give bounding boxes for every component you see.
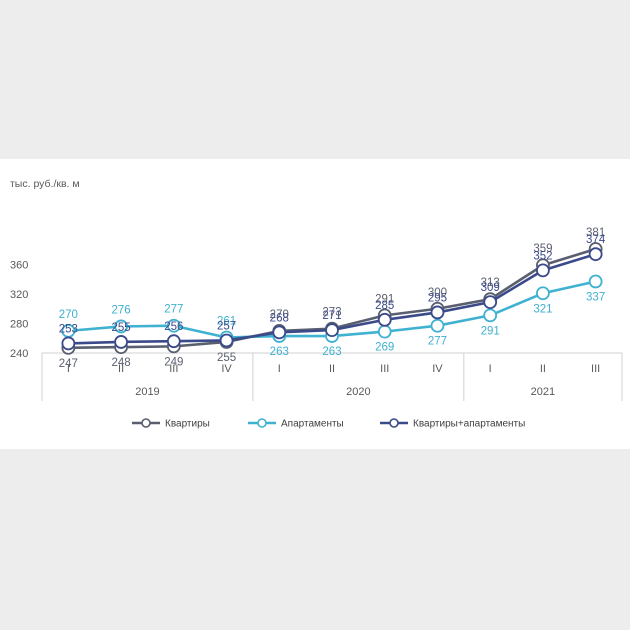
x-tick-label: IV	[221, 363, 232, 375]
data-label: 337	[586, 291, 605, 303]
data-point	[219, 333, 234, 348]
data-point	[536, 286, 550, 301]
data-label: 352	[533, 250, 552, 262]
legend-label: Апартаменты	[281, 419, 344, 430]
y-axis-label: тыс. руб./кв. м	[10, 178, 80, 190]
x-group-label: 2020	[346, 386, 370, 398]
data-label: 291	[481, 325, 500, 337]
data-label: 270	[59, 309, 78, 321]
data-label: 247	[59, 358, 78, 370]
data-label: 359	[533, 243, 552, 255]
x-tick-label: I	[67, 363, 70, 375]
data-label: 270	[270, 309, 289, 321]
data-point	[377, 312, 392, 327]
y-tick-label: 280	[10, 319, 28, 331]
data-point	[483, 295, 498, 310]
data-label: 268	[270, 312, 289, 324]
x-group-label: 2021	[531, 386, 555, 398]
data-label: 261	[217, 316, 236, 328]
data-label: 300	[428, 287, 447, 299]
data-label: 313	[481, 277, 500, 289]
data-label: 257	[217, 320, 236, 332]
x-tick-label: III	[169, 363, 178, 375]
data-label: 277	[428, 336, 447, 348]
chart-panel: тыс. руб./кв. м 240 280 320 360 2019 2020 202…	[0, 159, 630, 449]
x-tick-label: III	[591, 363, 600, 375]
data-label: 273	[322, 307, 341, 319]
data-label: 291	[375, 293, 394, 305]
x-tick-label: II	[329, 363, 335, 375]
data-label: 374	[586, 234, 606, 246]
legend-swatch-marker	[389, 418, 399, 428]
data-point	[588, 247, 603, 262]
data-point	[166, 334, 181, 349]
data-point	[114, 319, 128, 334]
data-label: 248	[111, 357, 130, 369]
data-point	[377, 324, 392, 339]
data-label: 295	[428, 292, 447, 304]
legend-swatch-marker	[257, 418, 267, 428]
data-label: 271	[322, 310, 341, 322]
x-tick-label: II	[540, 363, 546, 375]
data-point	[430, 305, 445, 320]
data-point	[61, 336, 76, 351]
x-tick-label: III	[380, 363, 389, 375]
data-point	[166, 318, 181, 333]
legend-swatch-marker	[141, 418, 151, 428]
x-tick-label: I	[489, 363, 492, 375]
data-label: 321	[533, 303, 552, 315]
x-tick-label: II	[118, 363, 124, 375]
x-tick-label: I	[278, 363, 281, 375]
data-label: 277	[164, 304, 183, 316]
data-label: 276	[111, 304, 130, 316]
data-point	[272, 325, 287, 340]
data-label: 255	[111, 322, 130, 334]
y-tick-label: 240	[10, 348, 28, 360]
data-point	[114, 335, 128, 349]
x-group-label: 2019	[135, 386, 159, 398]
data-point	[588, 274, 603, 289]
data-label: 309	[481, 282, 500, 294]
data-point	[483, 308, 498, 323]
data-label: 253	[59, 323, 78, 335]
data-label: 249	[164, 356, 183, 368]
data-label: 269	[375, 342, 394, 354]
data-point	[430, 318, 445, 333]
data-label: 263	[322, 346, 341, 358]
legend-label: Квартиры+апартаменты	[413, 419, 525, 430]
x-tick-label: IV	[432, 363, 443, 375]
legend-label: Квартиры	[165, 419, 210, 430]
data-label: 256	[164, 321, 183, 333]
data-point	[325, 323, 339, 338]
data-label: 381	[586, 227, 605, 239]
y-tick-label: 320	[10, 289, 28, 301]
y-tick-label: 360	[10, 260, 28, 272]
data-label: 285	[375, 300, 394, 312]
data-label: 263	[270, 346, 289, 358]
data-point	[536, 263, 550, 278]
line-chart: тыс. руб./кв. м 240 280 320 360 2019 2020 202…	[10, 178, 623, 430]
data-label: 255	[217, 352, 236, 364]
